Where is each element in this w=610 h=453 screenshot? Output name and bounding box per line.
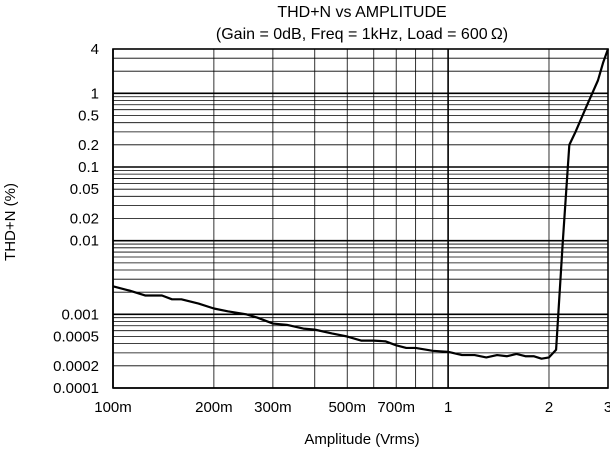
- y-tick-label: 0.0002: [53, 358, 99, 375]
- y-tick-label: 0.01: [70, 233, 99, 250]
- chart-subtitle: (Gain = 0dB, Freq = 1kHz, Load = 600 Ω): [216, 26, 508, 43]
- x-tick-label: 1: [444, 399, 452, 416]
- y-tick-label: 4: [91, 41, 99, 58]
- y-tick-label: 0.0001: [53, 380, 99, 397]
- series-layer: [112, 48, 610, 360]
- y-tick-labels: 0.0001 0.0002 0.0005 0.001 0.01 0.02 0.05 0.1 0.…: [53, 41, 99, 397]
- y-tick-label: 0.2: [78, 137, 99, 154]
- chart-title: THD+N vs AMPLITUDE: [277, 4, 446, 21]
- y-tick-label: 0.02: [70, 211, 99, 228]
- x-tick-label: 100m: [94, 399, 132, 416]
- x-tick-label: 2: [545, 399, 553, 416]
- y-tick-label: 0.0005: [53, 329, 99, 346]
- y-axis-label: THD+N (%): [2, 183, 19, 261]
- x-tick-label: 3: [604, 399, 610, 416]
- y-tick-label: 0.5: [78, 108, 99, 125]
- y-tick-label: 1: [91, 85, 99, 102]
- x-tick-labels: 100m 200m 300m 500m 700m 1 2 3: [94, 399, 610, 416]
- y-tick-label: 0.05: [70, 181, 99, 198]
- plot-frame: [112, 48, 609, 389]
- x-tick-label: 500m: [328, 399, 366, 416]
- y-tick-label: 0.1: [78, 159, 99, 176]
- x-tick-label: 300m: [254, 399, 292, 416]
- x-tick-label: 700m: [377, 399, 415, 416]
- minor-gridlines: [113, 48, 609, 388]
- y-tick-label: 0.001: [61, 306, 99, 323]
- x-tick-label: 200m: [195, 399, 233, 416]
- x-axis-label: Amplitude (Vrms): [304, 431, 419, 448]
- series-line: [112, 48, 610, 360]
